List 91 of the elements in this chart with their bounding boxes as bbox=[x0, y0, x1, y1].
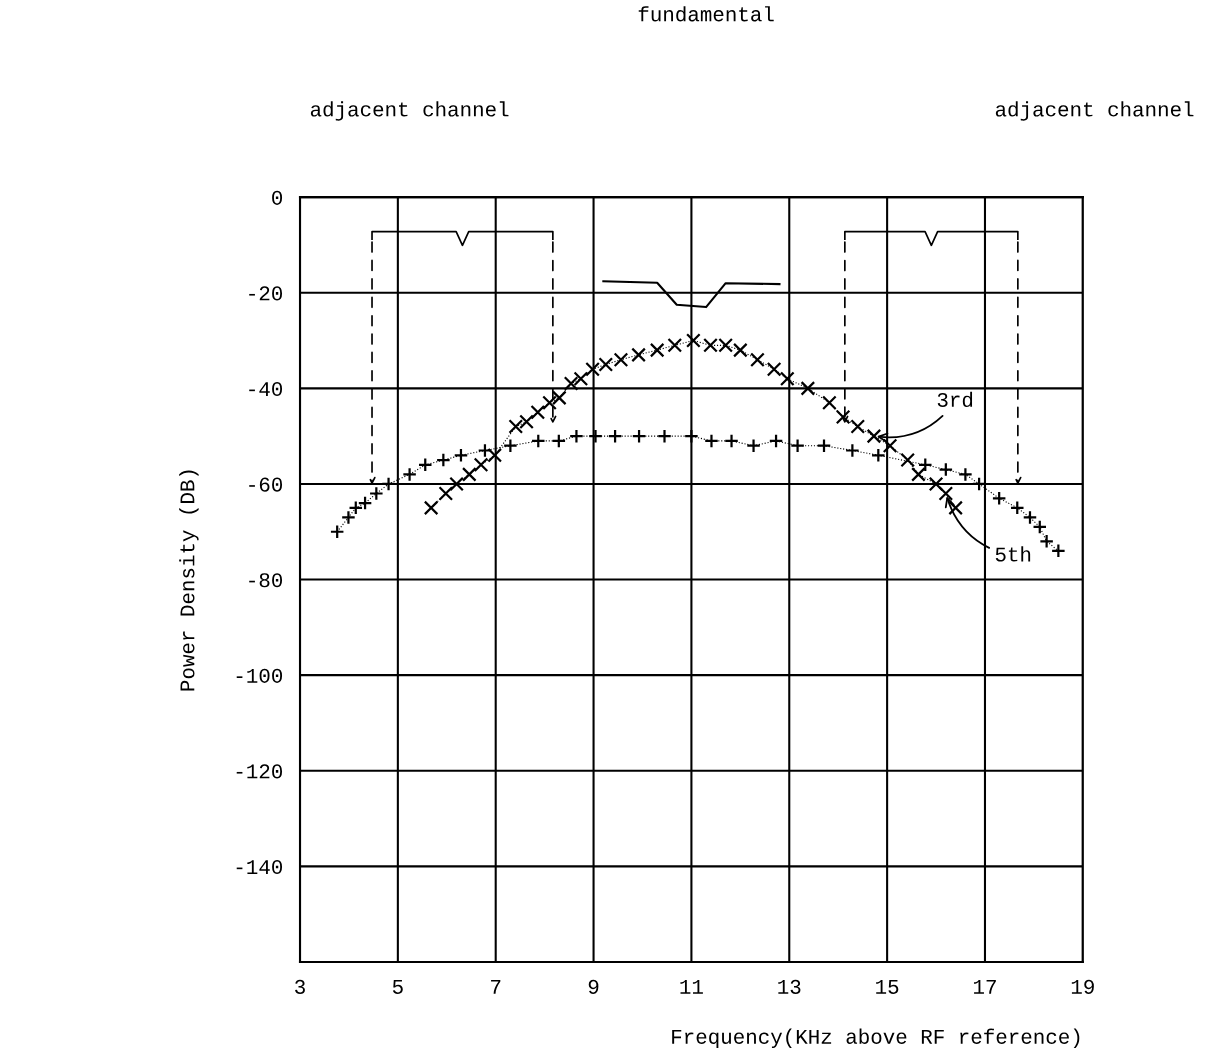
x-axis-title: Frequency(KHz above RF reference) bbox=[672, 1028, 1080, 1049]
y-tick-label: -100 bbox=[236, 668, 283, 683]
point bbox=[822, 395, 837, 411]
point bbox=[766, 361, 782, 377]
point bbox=[417, 457, 433, 473]
point bbox=[866, 428, 882, 444]
point bbox=[1051, 543, 1066, 559]
y-tick-label: 0 bbox=[272, 190, 283, 205]
point bbox=[436, 452, 451, 468]
point bbox=[542, 395, 557, 411]
point bbox=[917, 457, 933, 473]
point bbox=[631, 428, 647, 444]
point bbox=[519, 414, 534, 430]
point bbox=[790, 438, 805, 454]
y-tick-label: -40 bbox=[249, 381, 283, 397]
point bbox=[779, 371, 795, 387]
point bbox=[423, 500, 439, 516]
point bbox=[588, 428, 603, 444]
point bbox=[724, 433, 739, 449]
annotation: 3rd bbox=[937, 391, 973, 408]
point bbox=[938, 486, 954, 501]
point bbox=[1022, 510, 1038, 525]
point bbox=[750, 352, 765, 368]
point bbox=[329, 524, 345, 540]
point bbox=[958, 467, 973, 482]
point bbox=[551, 390, 567, 406]
x-tick-label: 5 bbox=[392, 979, 403, 994]
text: fundamental bbox=[638, 6, 774, 22]
point bbox=[850, 419, 866, 434]
point bbox=[948, 500, 963, 516]
point bbox=[598, 357, 614, 372]
point bbox=[882, 438, 898, 454]
point bbox=[768, 433, 784, 449]
point bbox=[402, 467, 417, 482]
point bbox=[569, 428, 584, 444]
point bbox=[1032, 519, 1048, 535]
point bbox=[1039, 533, 1054, 549]
x-tick-label: 13 bbox=[778, 979, 801, 994]
point bbox=[563, 376, 579, 391]
x-tick-label: 11 bbox=[680, 979, 703, 994]
point bbox=[461, 467, 477, 482]
text: adjacent channel bbox=[310, 101, 509, 121]
point bbox=[657, 428, 672, 444]
point bbox=[816, 438, 832, 454]
point bbox=[649, 342, 665, 358]
point bbox=[473, 457, 489, 473]
y-tick-label: -120 bbox=[236, 764, 283, 779]
point bbox=[449, 476, 464, 492]
y-tick-label: -80 bbox=[249, 573, 283, 588]
point bbox=[991, 490, 1007, 506]
point bbox=[607, 428, 623, 444]
point bbox=[530, 404, 546, 420]
x-tick-label: 9 bbox=[588, 979, 599, 994]
point bbox=[477, 443, 493, 458]
x-tick-label: 7 bbox=[491, 979, 501, 994]
y-tick-label: -140 bbox=[236, 859, 283, 875]
point bbox=[732, 342, 748, 358]
point bbox=[438, 486, 454, 501]
point bbox=[900, 452, 916, 468]
point bbox=[704, 433, 719, 449]
point bbox=[573, 371, 589, 387]
point bbox=[938, 462, 954, 477]
point bbox=[800, 380, 816, 396]
point bbox=[746, 438, 761, 454]
point bbox=[911, 467, 926, 482]
point bbox=[453, 447, 469, 463]
y-axis-title: Power Density (DB) bbox=[179, 470, 199, 691]
point bbox=[487, 447, 503, 463]
point bbox=[928, 476, 944, 492]
y-tick-label: -60 bbox=[249, 477, 283, 492]
point bbox=[631, 347, 646, 363]
text: adjacent channel bbox=[995, 101, 1194, 121]
point bbox=[508, 419, 524, 434]
point bbox=[835, 409, 851, 425]
x-tick-label: 17 bbox=[973, 979, 996, 994]
x-tick-label: 19 bbox=[1071, 979, 1094, 994]
point bbox=[667, 337, 683, 353]
point bbox=[503, 438, 518, 454]
point bbox=[613, 352, 629, 368]
point bbox=[686, 333, 701, 348]
y-tick-label: -20 bbox=[249, 286, 283, 301]
point bbox=[530, 433, 546, 449]
point bbox=[845, 443, 860, 458]
point bbox=[368, 486, 384, 501]
point bbox=[551, 433, 567, 449]
point bbox=[870, 447, 886, 463]
point bbox=[585, 361, 600, 377]
x-tick-label: 15 bbox=[876, 979, 899, 994]
annotation: 5th bbox=[995, 546, 1031, 562]
x-tick-label: 3 bbox=[295, 979, 305, 994]
point bbox=[1009, 500, 1025, 516]
